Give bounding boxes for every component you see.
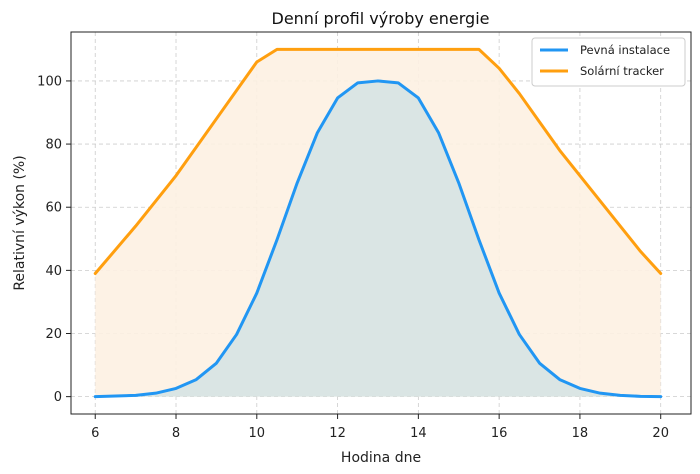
series-line-1 [93, 47, 663, 276]
plot-frame [70, 31, 692, 415]
fill-layer [95, 49, 661, 397]
legend-label-tracker: Solární tracker [580, 64, 664, 78]
y-tick-label: 40 [45, 264, 62, 279]
x-tick-label: 20 [652, 426, 669, 441]
series-line-0 [93, 79, 663, 399]
y-tick-label: 60 [45, 201, 62, 216]
x-axis-title: Hodina dne [341, 450, 421, 466]
y-tick-label: 0 [54, 390, 62, 405]
x-tick-label: 6 [91, 426, 99, 441]
x-tick-label: 14 [410, 426, 427, 441]
legend-box [531, 37, 686, 87]
x-tick-label: 8 [172, 426, 180, 441]
legend: Pevná instalace Solární tracker [531, 37, 686, 87]
y-tick-label: 100 [37, 74, 62, 89]
x-axis: 6 8 10 12 14 16 18 20 [91, 414, 669, 441]
x-tick-label: 10 [249, 426, 266, 441]
y-tick-label: 20 [45, 327, 62, 342]
x-tick-label: 12 [329, 426, 346, 441]
x-tick-label: 18 [572, 426, 589, 441]
x-tick-label: 16 [491, 426, 508, 441]
chart-title: Denní profil výroby energie [272, 9, 490, 28]
series-area-0 [95, 80, 661, 397]
line-layer [93, 47, 663, 399]
y-tick-label: 80 [45, 138, 62, 153]
legend-label-fixed: Pevná instalace [580, 43, 670, 57]
y-axis: 0 20 40 60 80 100 [37, 74, 71, 405]
y-axis-title: Relativní výkon (%) [12, 155, 28, 290]
